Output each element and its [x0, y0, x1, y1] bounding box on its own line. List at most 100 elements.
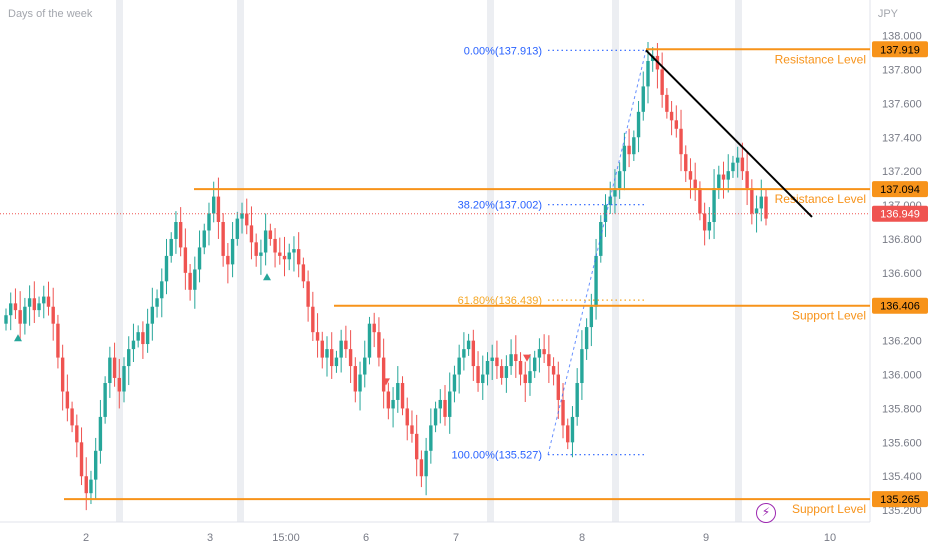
candle-body — [202, 230, 206, 248]
flash-icon[interactable]: ⚡ — [756, 503, 776, 523]
candle-body — [320, 340, 324, 358]
candle-body — [759, 196, 763, 209]
last-price-label: 136.949 — [880, 209, 920, 221]
candle-body — [348, 349, 353, 367]
y-tick-label: 136.200 — [882, 336, 922, 348]
candle-body — [65, 391, 70, 409]
y-tick-label: 137.400 — [882, 132, 922, 144]
candle-body — [679, 128, 683, 155]
session-band — [487, 0, 494, 522]
fib-level-label: 100.00%(135.527) — [451, 450, 542, 462]
y-tick-label: 136.800 — [882, 234, 922, 246]
candle-body — [660, 69, 664, 95]
x-tick-label: 9 — [703, 532, 709, 544]
candle-body — [296, 249, 301, 265]
candle-body — [433, 408, 438, 426]
candle-body — [641, 86, 645, 112]
candle-body — [499, 366, 504, 378]
candle-body — [160, 281, 164, 299]
candle-body — [263, 230, 268, 253]
session-band — [612, 0, 619, 522]
candle-body — [542, 349, 546, 355]
candle-body — [688, 171, 693, 180]
x-tick-label: 8 — [579, 532, 585, 544]
candle-body — [551, 366, 556, 375]
candle-body — [56, 323, 60, 358]
candle-body — [556, 374, 560, 400]
candle-body — [51, 306, 55, 324]
candle-body — [537, 349, 542, 358]
y-tick-label: 135.800 — [882, 403, 922, 415]
candle-body — [698, 188, 702, 214]
candle-body — [735, 157, 740, 163]
candle-body — [46, 296, 51, 307]
candle-body — [518, 360, 523, 375]
candle-body — [707, 222, 712, 231]
candle-body — [311, 306, 315, 333]
candle-body — [448, 391, 452, 417]
candle-body — [717, 174, 721, 189]
candle-body — [481, 374, 485, 384]
candle-body — [230, 238, 235, 265]
sr-level-price-label: 137.919 — [880, 44, 920, 56]
candle-body — [627, 145, 631, 155]
candle-body — [112, 357, 117, 378]
candle-body — [131, 340, 136, 350]
candle-body — [197, 247, 202, 270]
candle-body — [339, 340, 343, 358]
candle-body — [514, 354, 518, 361]
candle-body — [70, 408, 74, 426]
x-tick-label: 10 — [824, 532, 836, 544]
candle-body — [292, 249, 296, 253]
candle-body — [207, 213, 211, 231]
candle-body — [674, 120, 679, 129]
candle-body — [646, 60, 650, 87]
candle-body — [60, 357, 65, 392]
candle-body — [273, 238, 277, 253]
candle-body — [136, 332, 140, 341]
buy-signal-marker — [263, 273, 271, 281]
candle-body — [334, 357, 339, 367]
candle-body — [377, 332, 381, 358]
candle-body — [764, 196, 768, 219]
candle-body — [98, 416, 103, 451]
candle-body — [438, 399, 442, 409]
chart-title: Days of the week — [8, 8, 93, 20]
fib-level-label: 38.20%(137.002) — [458, 200, 542, 212]
candle-body — [712, 188, 716, 222]
candle-body — [122, 366, 126, 392]
candle-body — [103, 383, 107, 417]
candle-body — [561, 399, 565, 426]
sr-level-price-label: 137.094 — [880, 184, 920, 196]
candle-body — [622, 145, 627, 172]
y-tick-label: 137.800 — [882, 64, 922, 76]
candle-body — [4, 315, 8, 324]
candle-body — [485, 360, 490, 375]
currency-label: JPY — [877, 8, 898, 20]
candle-body — [183, 247, 188, 273]
candle-body — [27, 298, 32, 307]
candle-body — [240, 213, 244, 219]
candle-body — [32, 298, 37, 311]
candle-body — [754, 208, 759, 214]
candle-body — [702, 213, 707, 231]
y-tick-label: 136.000 — [882, 370, 922, 382]
sr-level-price-tag — [872, 491, 928, 508]
candle-body — [178, 222, 183, 248]
candle-body — [363, 357, 367, 375]
y-tick-label: 137.200 — [882, 166, 922, 178]
x-tick-label: 7 — [453, 532, 459, 544]
candle-body — [603, 205, 608, 222]
candle-body — [18, 310, 22, 324]
sr-level-price-label: 136.406 — [880, 301, 920, 313]
y-tick-label: 135.600 — [882, 437, 922, 449]
y-tick-label: 135.400 — [882, 471, 922, 483]
candle-body — [575, 383, 579, 417]
candle-body — [566, 425, 570, 443]
candle-body — [249, 225, 254, 243]
candle-body — [509, 354, 513, 367]
candle-body — [405, 408, 409, 426]
candle-body — [9, 303, 13, 316]
candle-body — [216, 196, 221, 222]
